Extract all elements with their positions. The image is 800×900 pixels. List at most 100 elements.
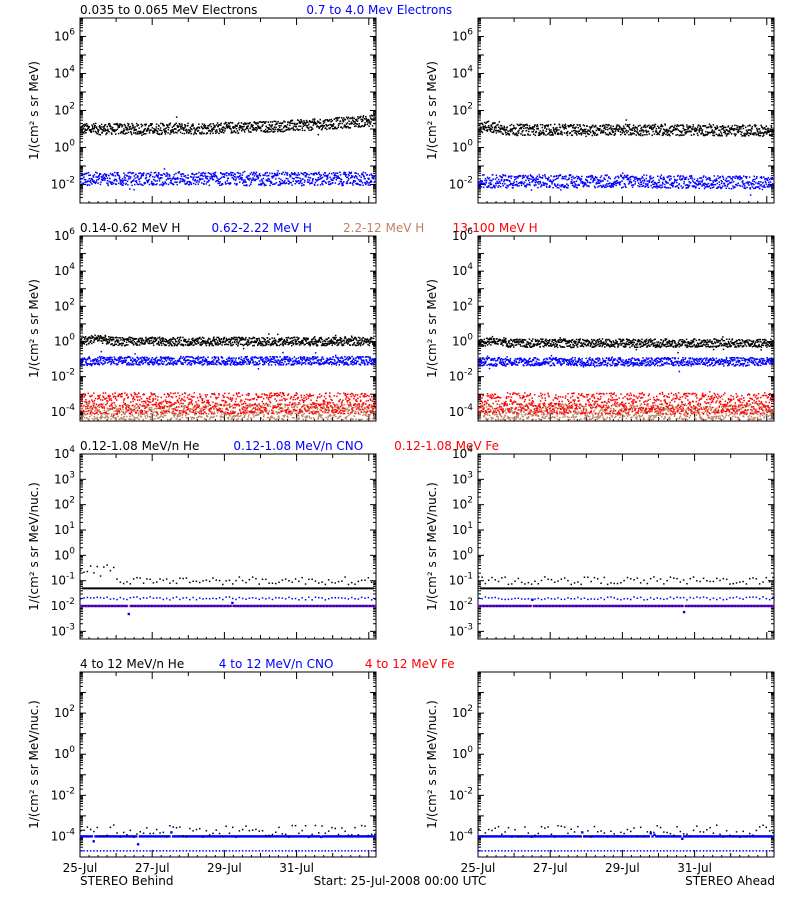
data-point: [172, 128, 174, 131]
data-point: [762, 135, 764, 137]
data-point: [585, 179, 588, 181]
data-point: [315, 123, 318, 125]
data-point: [178, 341, 181, 343]
data-point: [730, 133, 733, 135]
data-point: [354, 122, 356, 124]
data-point: [601, 179, 603, 182]
data-point: [262, 182, 265, 184]
data-point: [742, 124, 744, 126]
data-point: [103, 338, 106, 341]
data-point: [274, 339, 277, 341]
data-point: [242, 337, 244, 339]
data-point: [255, 123, 257, 125]
data-point: [767, 177, 770, 179]
data-point: [551, 181, 554, 183]
data-point: [148, 132, 151, 134]
data-point: [594, 132, 596, 134]
data-point: [344, 118, 347, 121]
data-point: [585, 131, 588, 133]
data-point: [350, 117, 352, 119]
data-point: [181, 132, 184, 135]
data-point: [272, 183, 274, 186]
data-point: [317, 172, 320, 175]
data-point: [159, 129, 161, 131]
data-point: [627, 177, 629, 179]
data-point: [183, 129, 185, 131]
data-point: [752, 187, 755, 190]
data-point: [237, 132, 240, 134]
data-point: [520, 184, 523, 186]
data-point: [140, 176, 142, 178]
data-point: [201, 336, 204, 339]
data-point: [354, 175, 357, 177]
data-point: [667, 131, 669, 133]
data-point: [767, 127, 769, 130]
data-point: [748, 134, 750, 137]
data-point: [161, 129, 163, 132]
data-point: [216, 342, 218, 344]
data-point: [154, 180, 157, 182]
data-point: [750, 130, 753, 132]
data-point: [583, 125, 586, 127]
data-point: [742, 127, 745, 130]
data-point: [762, 132, 765, 135]
data-point: [168, 173, 170, 176]
data-point: [273, 342, 275, 345]
data-point: [176, 183, 178, 186]
data-point: [206, 127, 208, 130]
data-point: [98, 133, 100, 136]
data-point: [301, 121, 303, 123]
data-point: [511, 175, 513, 177]
data-point: [280, 337, 283, 339]
data-point: [227, 343, 230, 346]
data-point: [259, 126, 261, 128]
data-point: [598, 182, 601, 184]
data-point: [190, 133, 193, 135]
data-point: [171, 341, 174, 343]
data-point: [626, 174, 629, 176]
data-point: [636, 129, 639, 131]
data-point: [688, 180, 690, 183]
data-point: [209, 123, 212, 125]
data-point: [220, 128, 223, 130]
data-point: [226, 124, 228, 126]
data-point: [501, 182, 504, 185]
data-point: [737, 130, 740, 132]
data-point: [722, 176, 724, 179]
data-point: [663, 177, 665, 179]
data-point: [630, 134, 632, 136]
data-point: [304, 179, 306, 182]
data-point: [212, 339, 214, 341]
data-point: [327, 181, 330, 183]
data-point: [297, 129, 300, 131]
data-point: [256, 338, 259, 340]
data-point: [765, 131, 767, 134]
data-point: [116, 180, 118, 182]
data-point: [247, 178, 249, 180]
data-point: [713, 183, 715, 186]
data-point: [224, 128, 227, 130]
data-point: [494, 126, 496, 128]
data-point: [134, 180, 137, 182]
data-point: [125, 126, 128, 129]
data-point: [228, 338, 231, 340]
data-point: [215, 338, 217, 341]
data-point: [283, 130, 286, 132]
data-point: [271, 177, 274, 179]
data-point: [264, 131, 266, 133]
data-point: [121, 126, 123, 128]
data-point: [264, 128, 267, 131]
data-point: [356, 118, 358, 121]
data-point: [369, 181, 372, 183]
data-point: [718, 133, 720, 135]
data-point: [610, 125, 612, 127]
data-point: [640, 127, 642, 130]
data-point: [136, 344, 139, 346]
data-point: [294, 339, 296, 341]
data-point: [137, 338, 140, 340]
data-point: [256, 128, 258, 131]
data-point: [523, 183, 525, 185]
data-point: [303, 172, 305, 174]
data-point: [749, 124, 751, 127]
data-point: [365, 118, 367, 121]
